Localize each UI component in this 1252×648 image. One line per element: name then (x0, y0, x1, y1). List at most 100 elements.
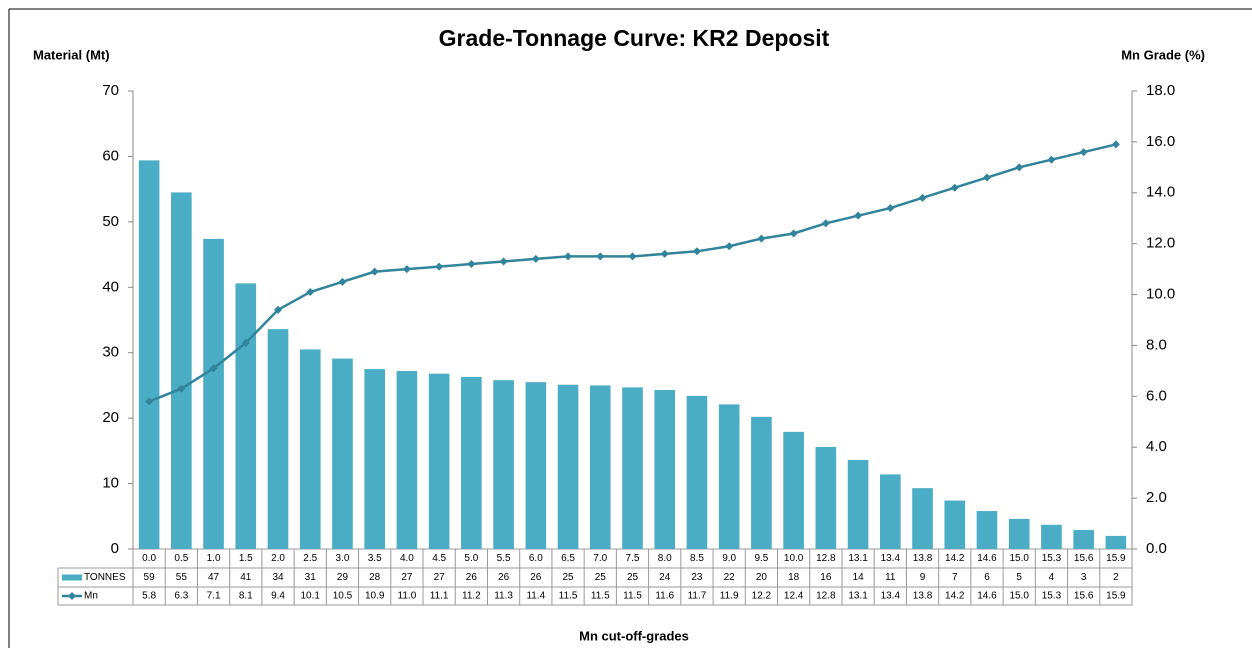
bar (815, 446, 837, 549)
x-tick-label: 9.0 (722, 553, 736, 564)
line-marker (886, 204, 895, 213)
x-tick-label: 13.8 (913, 553, 933, 564)
y2-tick-label: 0.0 (1146, 540, 1167, 557)
table-value: 14.6 (977, 591, 997, 602)
line-marker (1111, 140, 1120, 149)
x-tick-label: 13.4 (881, 553, 901, 564)
x-axis-label: Mn cut-off-grades (579, 628, 689, 643)
x-tick-label: 4.0 (400, 553, 414, 564)
table-value: 26 (466, 572, 478, 583)
bar (976, 511, 998, 549)
table-value: 11.9 (720, 591, 739, 602)
line-marker (596, 252, 605, 261)
table-value: 13.8 (913, 591, 933, 602)
table-value: 11.4 (526, 591, 545, 602)
line-marker (338, 277, 347, 286)
line-marker (370, 267, 379, 276)
y2-tick-label: 4.0 (1146, 438, 1167, 455)
bar (751, 416, 772, 549)
line-marker (854, 211, 863, 220)
bar (1105, 535, 1127, 549)
table-value: 6.3 (174, 591, 188, 602)
table-value: 11.0 (398, 591, 417, 602)
x-tick-label: 6.5 (561, 553, 575, 564)
table-value: 18 (788, 572, 800, 583)
table-value: 11.5 (623, 591, 642, 602)
x-tick-label: 7.0 (593, 553, 607, 564)
line-marker (274, 305, 283, 314)
line-marker (209, 364, 218, 373)
bar (396, 371, 418, 549)
table-value: 11.5 (559, 591, 578, 602)
table-value: 11.3 (494, 591, 513, 602)
x-tick-label: 7.5 (626, 553, 640, 564)
y-tick-label: 50 (102, 213, 119, 230)
y2-tick-label: 12.0 (1146, 235, 1175, 252)
y2-tick-label: 14.0 (1146, 184, 1175, 201)
bar (267, 329, 289, 549)
line-marker (789, 229, 798, 238)
table-value: 25 (627, 572, 639, 583)
y2-tick-label: 18.0 (1146, 82, 1175, 99)
y2-axis-label: Mn Grade (%) (1121, 47, 1205, 62)
table-value: 12.2 (752, 591, 772, 602)
y2-tick-label: 2.0 (1146, 489, 1167, 506)
x-tick-label: 10.0 (784, 553, 804, 564)
bar (1041, 524, 1062, 549)
table-value: 47 (208, 572, 220, 583)
table-value: 25 (562, 572, 574, 583)
x-tick-label: 9.5 (754, 553, 768, 564)
chart-title: Grade-Tonnage Curve: KR2 Deposit (439, 25, 830, 51)
table-value: 11.2 (462, 591, 481, 602)
line-marker (628, 252, 637, 261)
table-value: 9.4 (271, 591, 285, 602)
x-tick-label: 5.5 (497, 553, 511, 564)
bar (879, 474, 901, 549)
table-value: 10.5 (333, 591, 353, 602)
x-tick-label: 15.9 (1106, 553, 1126, 564)
x-tick-label: 13.1 (848, 553, 868, 564)
line-marker (145, 397, 154, 406)
y-tick-label: 30 (102, 344, 119, 361)
line-marker (1047, 155, 1056, 164)
line-marker (306, 288, 315, 297)
y-tick-label: 0 (111, 540, 119, 557)
bar (912, 488, 933, 549)
line-marker (435, 262, 444, 271)
table-value: 11.6 (655, 591, 674, 602)
x-tick-label: 14.6 (977, 553, 997, 564)
x-tick-label: 15.0 (1009, 553, 1029, 564)
y-tick-label: 20 (102, 409, 119, 426)
y-axis-label: Material (Mt) (33, 47, 110, 62)
x-tick-label: 4.5 (432, 553, 446, 564)
x-tick-label: 12.8 (816, 553, 836, 564)
line-marker (467, 260, 476, 269)
x-tick-label: 14.2 (945, 553, 965, 564)
bar (525, 382, 547, 549)
table-value: 23 (691, 572, 703, 583)
bar (718, 404, 740, 549)
table-value: 3 (1081, 572, 1087, 583)
table-value: 15.6 (1074, 591, 1094, 602)
line-marker (757, 234, 766, 243)
bar (622, 387, 643, 549)
line (148, 143, 1117, 403)
y2-tick-label: 10.0 (1146, 286, 1175, 303)
line-marker (499, 257, 508, 266)
line-marker (564, 252, 573, 261)
x-tick-label: 3.0 (336, 553, 350, 564)
y-tick-label: 10 (102, 475, 119, 492)
table-value: 15.9 (1106, 591, 1126, 602)
table-value: 13.4 (881, 591, 901, 602)
table-value: 11.1 (430, 591, 449, 602)
table-value: 14 (853, 572, 865, 583)
bar (203, 238, 224, 549)
bar (461, 376, 482, 549)
table-value: 7 (952, 572, 958, 583)
table-value: 12.8 (816, 591, 836, 602)
table-value: 55 (176, 572, 188, 583)
table-value: 13.1 (848, 591, 868, 602)
legend-swatch (62, 574, 82, 581)
bar (332, 358, 353, 549)
